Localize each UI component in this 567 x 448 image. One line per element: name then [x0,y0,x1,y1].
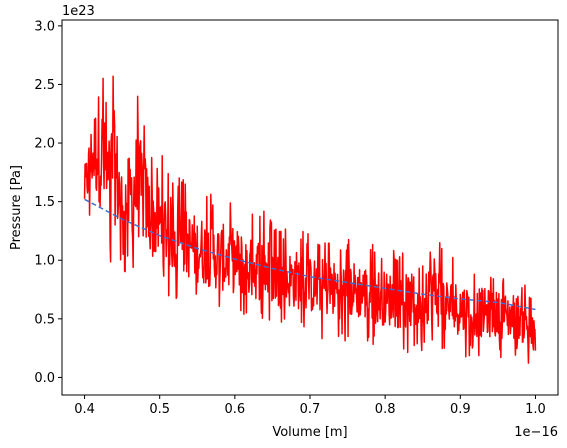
y-tick-label: 3.0 [34,19,55,34]
x-tick-label: 0.6 [225,402,246,417]
fit-curve-series-line [84,198,536,311]
x-tick-label: 1.0 [525,402,546,417]
x-tick-label: 0.9 [450,402,471,417]
x-axis-label: Volume [m] [272,425,347,440]
noisy-pressure-series-line [83,75,537,364]
y-tick-label: 2.0 [34,137,55,152]
x-offset-text: 1e−16 [514,425,558,440]
data-group [83,75,537,364]
y-tick-label: 0.0 [34,371,55,386]
y-offset-text: 1e23 [62,4,95,19]
y-tick-label: 2.5 [34,78,55,93]
y-tick-label: 0.5 [34,312,55,327]
y-axis-label: Pressure [Pa] [9,165,24,250]
x-tick-label: 0.7 [300,402,321,417]
y-tick-label: 1.5 [34,195,55,210]
x-tick-label: 0.4 [74,402,95,417]
x-tick-label: 0.8 [375,402,396,417]
y-tick-label: 1.0 [34,254,55,269]
x-tick-label: 0.5 [149,402,170,417]
